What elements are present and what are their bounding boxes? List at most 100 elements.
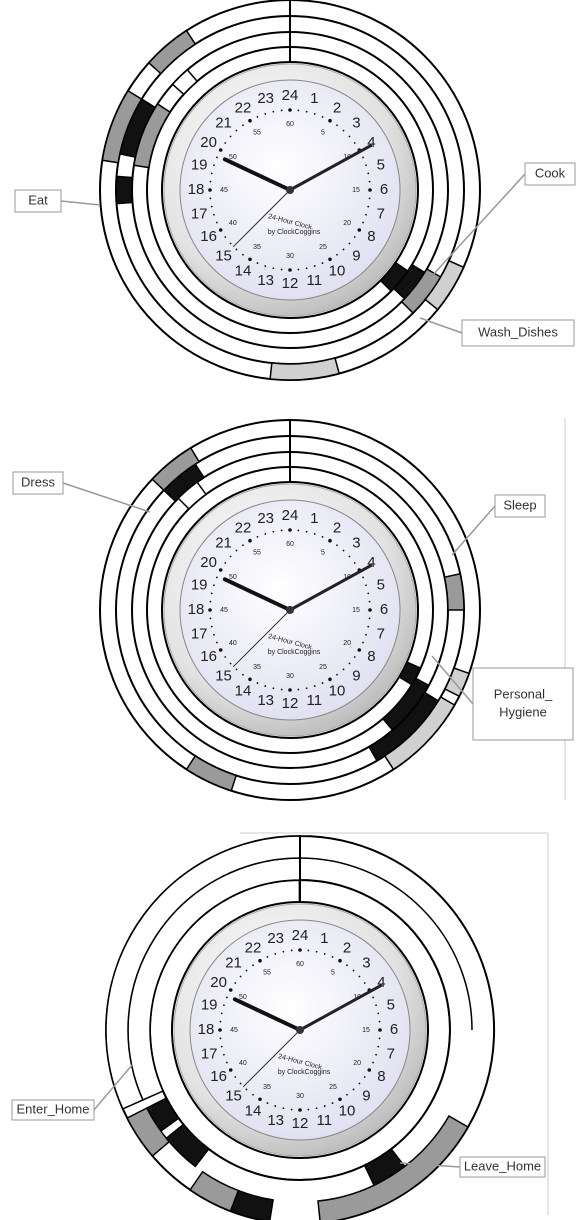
hour-label: 10 bbox=[329, 262, 346, 279]
minute-label: 60 bbox=[286, 121, 294, 128]
hour-label: 5 bbox=[387, 997, 395, 1014]
minute-dot bbox=[218, 148, 223, 152]
minute-label: 60 bbox=[286, 541, 294, 548]
minute-dot bbox=[368, 197, 371, 200]
minute-dot bbox=[353, 236, 356, 238]
minute-dot bbox=[375, 1004, 377, 1007]
minute-dot bbox=[252, 1093, 254, 1096]
minute-dot bbox=[210, 205, 213, 208]
minute-dot bbox=[377, 1012, 380, 1015]
hour-label: 11 bbox=[307, 692, 323, 709]
hour-label: 6 bbox=[380, 601, 388, 618]
minute-dot bbox=[226, 1061, 228, 1064]
minute-dot bbox=[321, 262, 324, 264]
minute-dot bbox=[252, 964, 254, 967]
hour-label: 1 bbox=[310, 90, 318, 107]
minute-dot bbox=[348, 555, 351, 558]
minute-dot bbox=[282, 950, 285, 953]
hour-label: 3 bbox=[352, 115, 360, 132]
clock-brand: by ClockCoggins bbox=[268, 229, 321, 236]
minute-dot bbox=[208, 188, 212, 192]
minute-label: 40 bbox=[229, 640, 237, 647]
minute-dot bbox=[272, 687, 275, 690]
minute-dot bbox=[365, 584, 367, 587]
hour-label: 14 bbox=[235, 682, 252, 699]
minute-dot bbox=[245, 969, 248, 972]
hour-label: 21 bbox=[225, 955, 242, 972]
minute-dot bbox=[223, 1004, 225, 1007]
minute-dot bbox=[307, 949, 310, 952]
callout-label: Personal_ bbox=[494, 686, 553, 701]
hour-label: 21 bbox=[215, 535, 232, 552]
minute-label: 45 bbox=[220, 607, 228, 614]
hour-label: 15 bbox=[215, 247, 232, 264]
activity-segment bbox=[101, 89, 143, 164]
minute-dot bbox=[328, 118, 332, 123]
minute-dot bbox=[342, 248, 345, 251]
minute-dot bbox=[342, 549, 345, 552]
minute-dot bbox=[357, 648, 362, 652]
minute-dot bbox=[209, 197, 212, 200]
hour-label: 24 bbox=[282, 87, 299, 104]
minute-dot bbox=[226, 996, 228, 999]
hour-label: 1 bbox=[320, 930, 328, 947]
minute-dot bbox=[242, 253, 244, 256]
minute-dot bbox=[218, 228, 223, 232]
minute-dot bbox=[210, 625, 213, 628]
hour-label: 4 bbox=[367, 134, 375, 151]
minute-dot bbox=[363, 982, 366, 984]
minute-label: 20 bbox=[343, 640, 351, 647]
callout-label: Dress bbox=[21, 474, 55, 489]
hour-label: 13 bbox=[267, 1112, 284, 1129]
callout-leader bbox=[62, 482, 151, 513]
minute-label: 40 bbox=[229, 220, 237, 227]
minute-dot bbox=[224, 142, 227, 144]
minute-dot bbox=[210, 172, 213, 175]
activity-segment bbox=[398, 661, 422, 686]
minute-dot bbox=[323, 1105, 326, 1107]
minute-dot bbox=[338, 1097, 342, 1102]
minute-dot bbox=[305, 267, 308, 270]
minute-label: 35 bbox=[253, 664, 261, 671]
minute-dot bbox=[297, 529, 300, 532]
hour-label: 19 bbox=[201, 997, 218, 1014]
hour-hand bbox=[222, 157, 292, 192]
minute-dot bbox=[297, 688, 300, 691]
callout-box bbox=[11, 1099, 95, 1121]
minute-dot bbox=[365, 633, 367, 636]
minute-dot bbox=[224, 562, 227, 564]
hour-label: 13 bbox=[257, 692, 274, 709]
hour-label: 18 bbox=[198, 1021, 215, 1038]
minute-dot bbox=[352, 969, 355, 972]
minute-dot bbox=[288, 268, 292, 272]
hour-label: 19 bbox=[191, 577, 208, 594]
hour-label: 23 bbox=[257, 510, 274, 527]
clock-brand: by ClockCoggins bbox=[278, 1069, 331, 1076]
minute-dot bbox=[280, 688, 283, 691]
minute-label: 5 bbox=[331, 970, 335, 977]
minute-dot bbox=[223, 1053, 225, 1056]
minute-dot bbox=[368, 608, 372, 612]
minute-dot bbox=[375, 1053, 377, 1056]
minute-dot bbox=[224, 236, 227, 238]
minute-dot bbox=[368, 600, 371, 603]
minute-label: 35 bbox=[253, 244, 261, 251]
second-hand bbox=[232, 609, 291, 668]
minute-dot bbox=[256, 262, 259, 264]
hour-label: 6 bbox=[390, 1021, 398, 1038]
hour-label: 20 bbox=[210, 974, 227, 991]
minute-dot bbox=[256, 536, 259, 538]
hour-label: 15 bbox=[215, 667, 232, 684]
minute-dot bbox=[328, 538, 332, 543]
minute-dot bbox=[209, 617, 212, 620]
minute-dot bbox=[213, 633, 215, 636]
hour-label: 5 bbox=[377, 157, 385, 174]
minute-dot bbox=[336, 673, 338, 676]
minute-dot bbox=[368, 617, 371, 620]
callout-box bbox=[472, 667, 574, 741]
minute-dot bbox=[235, 549, 238, 552]
minute-dot bbox=[229, 555, 232, 558]
minute-dot bbox=[242, 673, 244, 676]
activity-segment bbox=[317, 1114, 470, 1220]
